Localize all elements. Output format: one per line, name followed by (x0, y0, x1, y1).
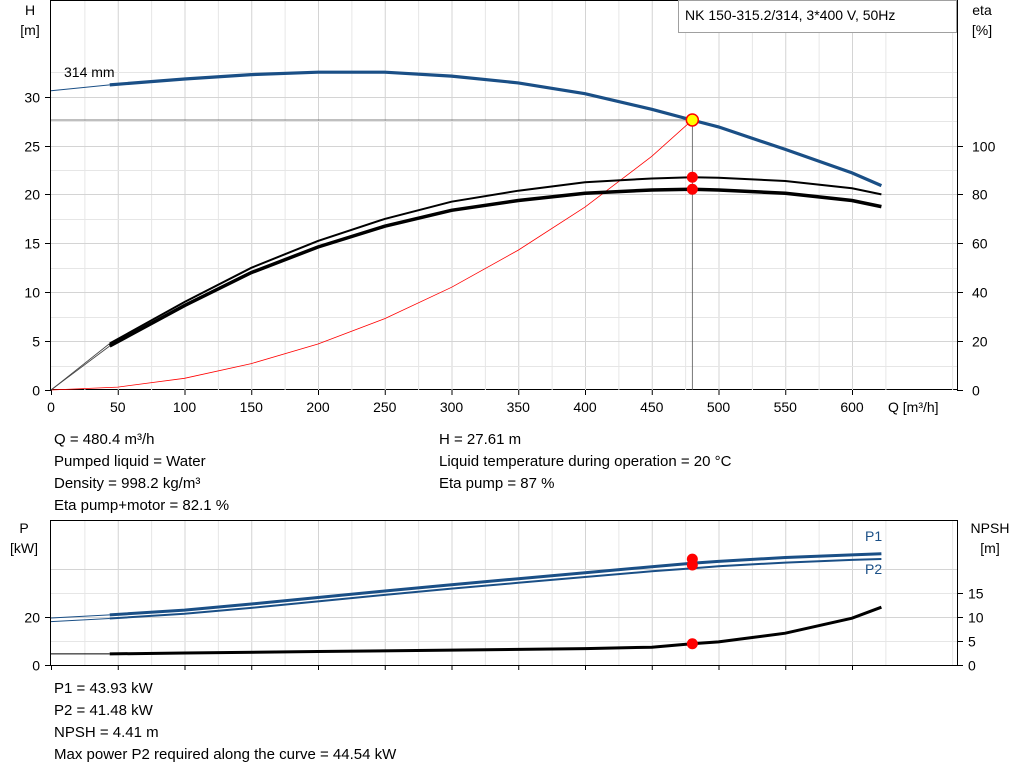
system-curve-line (50, 119, 693, 391)
npsh-axis-label-1: NPSH (971, 520, 1010, 536)
npsh-duty-marker (686, 638, 698, 650)
info-liquid: Pumped liquid = Water (54, 453, 206, 470)
x-tick-label: 200 (306, 399, 330, 415)
eta-tick-label: 80 (972, 187, 988, 203)
head-tick-label: 20 (24, 187, 40, 203)
power-plot-markers (686, 553, 698, 650)
info-p1: P1 = 43.93 kW (54, 680, 153, 697)
info-density: Density = 998.2 kg/m³ (54, 475, 201, 492)
eta-tick-label: 60 (972, 236, 988, 252)
eta-tick-label: 40 (972, 285, 988, 301)
eta-tick-label: 20 (972, 334, 988, 350)
x-tick-label: 250 (373, 399, 397, 415)
p2-duty-marker (686, 559, 698, 571)
head-tick-label: 10 (24, 285, 40, 301)
head-plot-markers (685, 113, 700, 195)
head-duty-point-marker (685, 113, 700, 127)
power-tick-label: 0 (32, 658, 40, 674)
eta-pump-duty-marker (686, 171, 698, 183)
x-tick-label: 150 (240, 399, 264, 415)
x-tick-label: 550 (774, 399, 798, 415)
x-tick-label: 350 (507, 399, 531, 415)
eta-axis-label-2: [%] (972, 22, 992, 38)
eta-pump-motor-duty-marker (686, 183, 698, 195)
impeller-diameter-label: 314 mm (64, 64, 115, 80)
npsh-tick-label: 10 (968, 610, 984, 626)
npsh-tick-label: 5 (968, 634, 976, 650)
info-npsh: NPSH = 4.41 m (54, 724, 159, 741)
x-tick-label: 100 (173, 399, 197, 415)
head-plot-grid (51, 1, 957, 390)
p2-curve-line (109, 558, 882, 620)
eta-pump-motor-curve-line (108, 187, 882, 348)
npsh-tick-label: 15 (968, 586, 984, 602)
p1-curve-line (109, 552, 882, 617)
p2-series-label: P2 (865, 561, 882, 577)
head-tick-label: 0 (32, 383, 40, 399)
head-curve-line (109, 70, 883, 188)
p1-lead-in (50, 614, 110, 619)
duty-info-right: H = 27.61 m Liquid temperature during op… (439, 429, 731, 495)
power-plot-ticks: 0 20 0 5 10 15 (24, 586, 983, 674)
info-flow: Q = 480.4 m³/h (54, 431, 155, 448)
duty-info-left: Q = 480.4 m³/h Pumped liquid = Water Den… (54, 429, 229, 517)
x-tick-label: 500 (707, 399, 731, 415)
head-plot-series (50, 70, 883, 391)
head-curve-lead-in (50, 84, 110, 92)
npsh-tick-label: 0 (968, 658, 976, 674)
power-plot-grid (51, 521, 957, 665)
power-axis-label-1: P (19, 520, 28, 536)
npsh-axis-label-2: [m] (980, 540, 999, 556)
info-max-power: Max power P2 required along the curve = … (54, 746, 397, 763)
eta-pump-curve-line (109, 176, 882, 345)
info-p2: P2 = 41.48 kW (54, 702, 153, 719)
eta-tick-label: 0 (972, 383, 980, 399)
head-tick-label: 25 (24, 139, 40, 155)
head-tick-label: 15 (24, 236, 40, 252)
x-tick-label: 600 (840, 399, 864, 415)
info-eta-pump-motor: Eta pump+motor = 82.1 % (54, 497, 230, 514)
pump-title: NK 150-315.2/314, 3*400 V, 50Hz (685, 7, 896, 23)
eta-pump-motor-lead-in (50, 345, 110, 391)
p1-series-label: P1 (865, 528, 882, 544)
eta-axis-label-1: eta (972, 2, 992, 18)
x-tick-label: 400 (573, 399, 597, 415)
power-plot-series (50, 552, 882, 656)
pump-title-box: NK 150-315.2/314, 3*400 V, 50Hz (678, 0, 957, 33)
head-tick-label: 5 (32, 334, 40, 350)
x-tick-label: 300 (440, 399, 464, 415)
power-axis-label-2: [kW] (10, 540, 38, 556)
x-tick-label: 0 (47, 399, 55, 415)
flow-axis-label: Q [m³/h] (888, 399, 939, 415)
eta-tick-label: 100 (972, 139, 996, 155)
x-tick-label: 50 (110, 399, 126, 415)
head-axis-label-1: H (25, 2, 35, 18)
power-tick-label: 20 (24, 610, 40, 626)
p2-lead-in (50, 618, 110, 623)
power-info: P1 = 43.93 kW P2 = 41.48 kW NPSH = 4.41 … (54, 678, 396, 766)
x-tick-label: 450 (640, 399, 664, 415)
head-axis-label-2: [m] (20, 22, 39, 38)
info-liquid-temperature: Liquid temperature during operation = 20… (439, 453, 732, 470)
npsh-curve-line (109, 605, 882, 656)
head-plot-ticks: 0 50 100 150 200 250 300 350 400 450 500 550 6000510… (24, 90, 995, 416)
head-tick-label: 30 (24, 90, 40, 106)
info-head: H = 27.61 m (439, 431, 522, 448)
info-eta-pump: Eta pump = 87 % (439, 475, 555, 492)
